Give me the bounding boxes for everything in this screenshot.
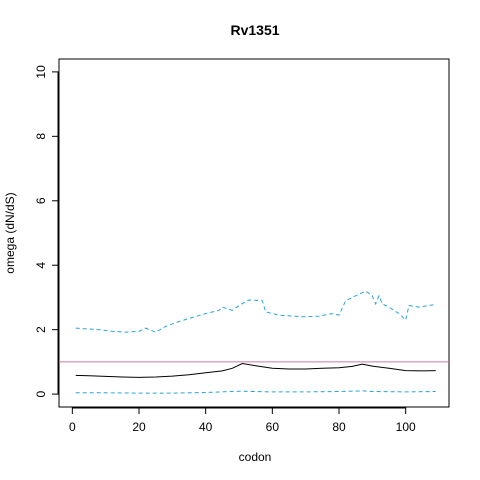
plot-frame xyxy=(58,58,450,408)
x-tick-label: 0 xyxy=(69,420,76,434)
y-axis: 0 2 4 6 8 10 xyxy=(34,65,59,397)
x-tick-label: 80 xyxy=(332,420,346,434)
y-axis-label: omega (dN/dS) xyxy=(3,192,17,273)
omega-upper-bound-line xyxy=(75,290,436,333)
y-tick-label: 0 xyxy=(34,390,48,397)
x-tick-label: 100 xyxy=(396,420,416,434)
x-tick-label: 60 xyxy=(266,420,280,434)
y-tick-label: 6 xyxy=(34,197,48,204)
chart-title: Rv1351 xyxy=(230,22,279,38)
x-axis: 0 20 40 60 80 100 xyxy=(69,407,416,434)
omega-lower-bound-line xyxy=(75,390,436,394)
omega-mean-line xyxy=(75,362,436,378)
x-tick-label: 40 xyxy=(199,420,213,434)
y-tick-label: 2 xyxy=(34,326,48,333)
x-tick-label: 20 xyxy=(132,420,146,434)
series-layer xyxy=(59,290,449,394)
x-axis-label: codon xyxy=(239,450,272,464)
y-tick-label: 4 xyxy=(34,262,48,269)
y-tick-label: 10 xyxy=(34,65,48,79)
y-tick-label: 8 xyxy=(34,133,48,140)
